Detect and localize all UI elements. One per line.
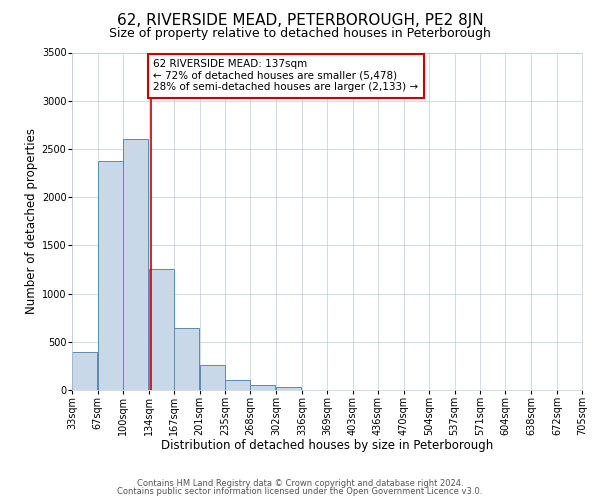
Bar: [199, 366, 224, 390]
Text: Contains public sector information licensed under the Open Government Licence v3: Contains public sector information licen…: [118, 487, 482, 496]
Bar: [123, 140, 148, 390]
Bar: [276, 387, 301, 390]
Bar: [98, 160, 123, 390]
Bar: [149, 270, 173, 390]
Text: 62 RIVERSIDE MEAD: 137sqm
← 72% of detached houses are smaller (5,478)
28% of se: 62 RIVERSIDE MEAD: 137sqm ← 72% of detac…: [153, 59, 418, 92]
Text: 62, RIVERSIDE MEAD, PETERBOROUGH, PE2 8JN: 62, RIVERSIDE MEAD, PETERBOROUGH, PE2 8J…: [116, 12, 484, 28]
Bar: [226, 380, 250, 390]
Text: Size of property relative to detached houses in Peterborough: Size of property relative to detached ho…: [109, 28, 491, 40]
X-axis label: Distribution of detached houses by size in Peterborough: Distribution of detached houses by size …: [161, 439, 493, 452]
Bar: [72, 352, 97, 390]
Bar: [250, 385, 275, 390]
Y-axis label: Number of detached properties: Number of detached properties: [25, 128, 38, 314]
Text: Contains HM Land Registry data © Crown copyright and database right 2024.: Contains HM Land Registry data © Crown c…: [137, 478, 463, 488]
Bar: [173, 328, 199, 390]
